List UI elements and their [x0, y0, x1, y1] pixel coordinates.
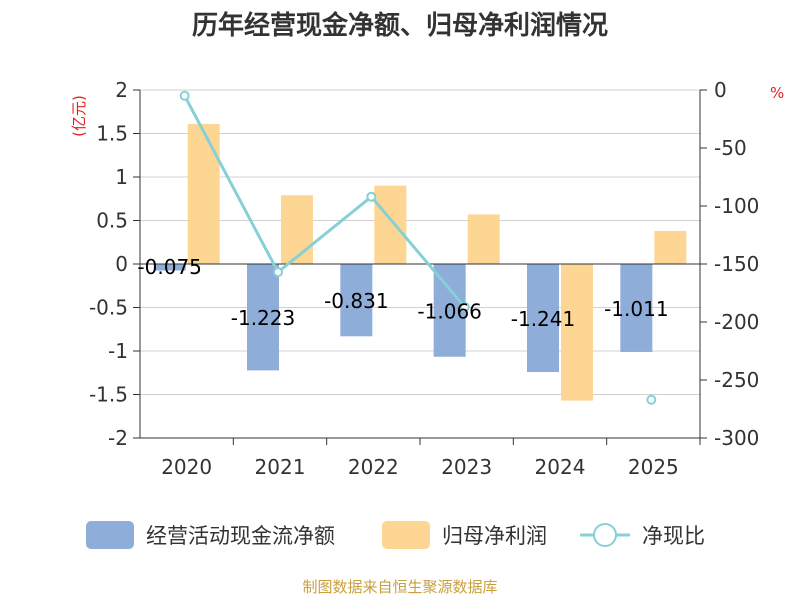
- bar-operating-cashflow: [153, 264, 186, 271]
- bars: [153, 123, 687, 401]
- x-tick-label: 2022: [348, 455, 399, 479]
- ratio-point: [646, 394, 657, 405]
- left-tick-label: -1: [108, 339, 128, 363]
- bar-net-profit: [374, 185, 407, 264]
- ratio-point: [366, 191, 377, 202]
- left-tick-label: -1.5: [89, 383, 128, 407]
- right-tick-label: 0: [714, 78, 727, 102]
- bar-net-profit: [281, 195, 313, 264]
- left-axis-unit: (亿元): [70, 95, 88, 137]
- ratio-line: [179, 90, 657, 405]
- right-tick-label: -100: [714, 194, 759, 218]
- left-tick-label: -2: [108, 426, 128, 450]
- x-tick-label: 2021: [255, 455, 306, 479]
- bar-net-profit: [561, 264, 593, 401]
- right-axis-unit: %: [770, 84, 784, 102]
- left-tick-label: -0.5: [89, 296, 128, 320]
- ratio-point: [179, 90, 190, 101]
- ratio-point: [273, 267, 283, 278]
- chart-title: 历年经营现金净额、归母净利润情况: [192, 10, 608, 41]
- legend-label-cashflow: 经营活动现金流净额: [146, 524, 335, 548]
- bar-net-profit: [187, 123, 220, 265]
- left-tick-label: 0.5: [96, 209, 128, 233]
- data-label-cashflow: -0.831: [324, 289, 388, 313]
- left-tick-label: 2: [115, 78, 128, 102]
- x-tick-label: 2025: [628, 455, 679, 479]
- legend: 经营活动现金流净额 归母净利润 净现比: [86, 521, 705, 549]
- bar-operating-cashflow: [247, 264, 279, 371]
- right-tick-label: -50: [714, 136, 747, 160]
- data-label-cashflow: -1.223: [231, 306, 295, 330]
- data-label-cashflow: -0.075: [137, 255, 201, 279]
- bar-net-profit: [467, 214, 500, 264]
- data-labels: -0.075 -1.223 -0.831 -1.066 -1.241 -1.011: [137, 255, 668, 331]
- right-tick-label: -250: [714, 368, 759, 392]
- legend-marker-ratio: [593, 523, 617, 547]
- x-tick-label: 2024: [535, 455, 586, 479]
- legend-swatch-cashflow: [86, 521, 134, 549]
- data-label-cashflow: -1.011: [604, 297, 668, 321]
- bar-operating-cashflow: [620, 264, 653, 352]
- bar-operating-cashflow: [340, 264, 373, 337]
- bar-operating-cashflow: [527, 264, 559, 372]
- ratio-line-segment: [183, 95, 466, 308]
- ratio-point: [459, 301, 470, 312]
- gridlines: [140, 89, 700, 439]
- right-tick-label: -300: [714, 426, 759, 450]
- legend-label-ratio: 净现比: [642, 524, 705, 548]
- right-tick-label: -150: [714, 252, 759, 276]
- x-tick-label: 2020: [161, 455, 212, 479]
- legend-swatch-profit: [382, 521, 430, 549]
- right-tick-label: -200: [714, 310, 759, 334]
- bar-net-profit: [654, 230, 687, 264]
- left-tick-label: 1: [115, 165, 128, 189]
- left-tick-label: 0: [115, 252, 128, 276]
- x-tick-label: 2023: [441, 455, 492, 479]
- bar-operating-cashflow: [433, 264, 466, 357]
- axes: 2 1.5 1 0.5 0 -0.5 -1 -1.5 -2 0 -50 -100 -150 -200 -25…: [89, 78, 759, 479]
- legend-label-profit: 归母净利润: [442, 524, 547, 548]
- data-label-cashflow: -1.241: [511, 307, 575, 331]
- source-note: 制图数据来自恒生聚源数据库: [302, 578, 497, 596]
- left-tick-label: 1.5: [96, 122, 128, 146]
- data-label-cashflow: -1.066: [417, 299, 481, 323]
